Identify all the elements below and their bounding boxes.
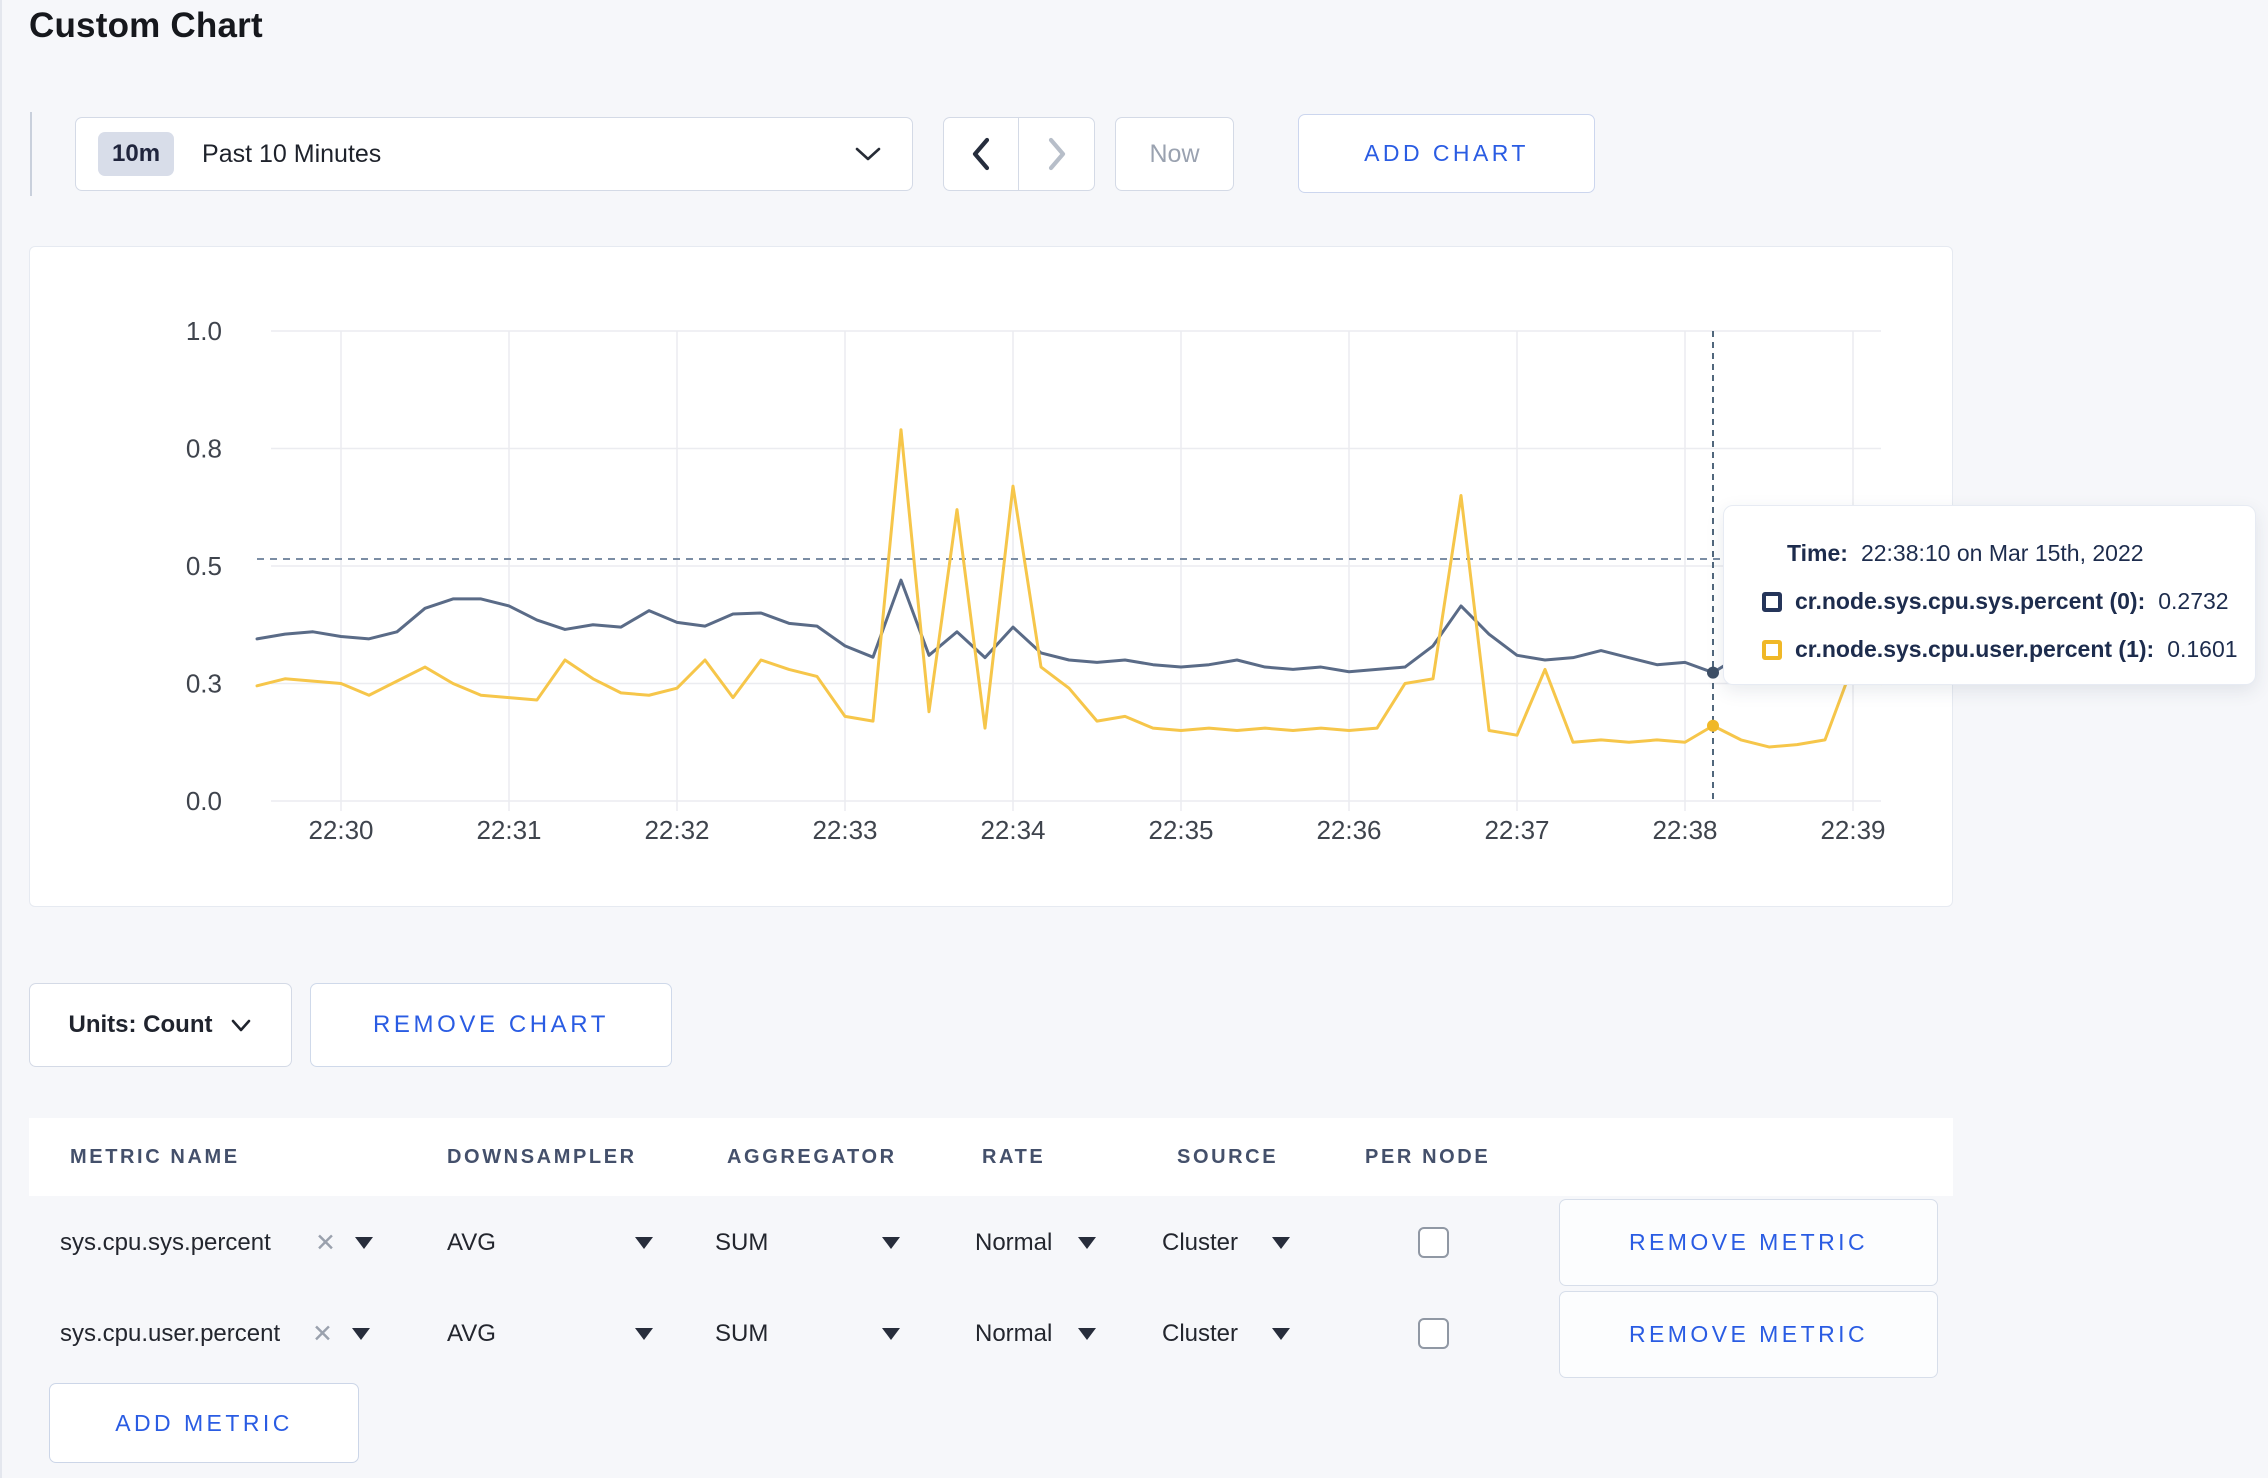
tooltip-series-label: cr.node.sys.cpu.user.percent (1): bbox=[1795, 636, 2155, 662]
header-rate: RATE bbox=[982, 1145, 1046, 1168]
remove-chart-button[interactable]: REMOVE CHART bbox=[310, 983, 672, 1067]
chevron-down-icon bbox=[230, 1018, 252, 1033]
svg-text:22:33: 22:33 bbox=[812, 815, 877, 845]
svg-text:0.0: 0.0 bbox=[186, 786, 222, 816]
svg-text:22:37: 22:37 bbox=[1484, 815, 1549, 845]
metrics-chart[interactable]: 1.0 0.8 0.5 0.3 0.0 22:30 22:31 22:32 22:33 22:34… bbox=[30, 247, 1952, 906]
chevron-left-icon bbox=[972, 137, 990, 171]
svg-text:22:36: 22:36 bbox=[1316, 815, 1381, 845]
page-title: Custom Chart bbox=[29, 6, 263, 45]
svg-text:0.3: 0.3 bbox=[186, 669, 222, 699]
tooltip-series-value: 0.1601 bbox=[2167, 636, 2238, 662]
tooltip-series-row: cr.node.sys.cpu.sys.percent (0): 0.2732 bbox=[1762, 588, 2255, 615]
downsampler-value[interactable]: AVG bbox=[447, 1320, 496, 1347]
toolbar-divider bbox=[30, 112, 32, 196]
source-value[interactable]: Cluster bbox=[1162, 1320, 1239, 1347]
svg-text:22:39: 22:39 bbox=[1820, 815, 1885, 845]
rate-caret-icon[interactable] bbox=[1078, 1328, 1096, 1340]
chart-tooltip: Time: 22:38:10 on Mar 15th, 2022 cr.node… bbox=[1723, 505, 2256, 685]
time-range-badge: 10m bbox=[98, 132, 175, 176]
rate-value[interactable]: Normal bbox=[975, 1320, 1053, 1347]
chevron-down-icon bbox=[854, 145, 882, 163]
source-value[interactable]: Cluster bbox=[1162, 1229, 1239, 1256]
clear-metric-icon[interactable]: ✕ bbox=[312, 1320, 333, 1348]
svg-text:22:35: 22:35 bbox=[1148, 815, 1213, 845]
per-node-checkbox[interactable] bbox=[1418, 1318, 1449, 1349]
rate-value[interactable]: Normal bbox=[975, 1229, 1053, 1256]
units-label: Units: Count bbox=[68, 1011, 213, 1038]
svg-text:22:38: 22:38 bbox=[1652, 815, 1717, 845]
page-left-border bbox=[0, 0, 2, 1478]
aggregator-value[interactable]: SUM bbox=[715, 1229, 769, 1256]
chevron-right-icon bbox=[1048, 137, 1065, 171]
aggregator-caret-icon[interactable] bbox=[882, 1237, 900, 1249]
header-source: SOURCE bbox=[1177, 1145, 1279, 1168]
svg-text:22:31: 22:31 bbox=[476, 815, 541, 845]
metrics-table-header: METRIC NAME DOWNSAMPLER AGGREGATOR RATE … bbox=[29, 1118, 1953, 1196]
downsampler-caret-icon[interactable] bbox=[635, 1328, 653, 1340]
source-caret-icon[interactable] bbox=[1272, 1328, 1290, 1340]
next-interval-button[interactable] bbox=[1019, 118, 1094, 190]
time-range-select[interactable]: 10m Past 10 Minutes bbox=[75, 117, 913, 191]
remove-metric-button[interactable]: REMOVE METRIC bbox=[1559, 1291, 1938, 1378]
now-button[interactable]: Now bbox=[1115, 117, 1234, 191]
time-step-buttons bbox=[943, 117, 1095, 191]
header-aggregator: AGGREGATOR bbox=[727, 1145, 897, 1168]
metric-dropdown-caret-icon[interactable] bbox=[352, 1328, 370, 1340]
chart-card: 1.0 0.8 0.5 0.3 0.0 22:30 22:31 22:32 22:33 22:34… bbox=[29, 246, 1953, 907]
svg-text:0.8: 0.8 bbox=[186, 434, 222, 464]
rate-caret-icon[interactable] bbox=[1078, 1237, 1096, 1249]
tooltip-series-label: cr.node.sys.cpu.sys.percent (0): bbox=[1795, 588, 2146, 614]
header-metric-name: METRIC NAME bbox=[70, 1145, 240, 1168]
svg-text:22:34: 22:34 bbox=[980, 815, 1045, 845]
tooltip-time-label: Time: bbox=[1787, 540, 1848, 566]
tooltip-series-row: cr.node.sys.cpu.user.percent (1): 0.1601 bbox=[1762, 636, 2255, 663]
previous-interval-button[interactable] bbox=[944, 118, 1019, 190]
per-node-checkbox[interactable] bbox=[1418, 1227, 1449, 1258]
svg-text:22:32: 22:32 bbox=[644, 815, 709, 845]
time-range-label: Past 10 Minutes bbox=[202, 139, 382, 168]
metric-dropdown-caret-icon[interactable] bbox=[355, 1237, 373, 1249]
header-downsampler: DOWNSAMPLER bbox=[447, 1145, 637, 1168]
aggregator-value[interactable]: SUM bbox=[715, 1320, 769, 1347]
tooltip-series-value: 0.2732 bbox=[2158, 588, 2229, 614]
series-swatch-icon bbox=[1762, 639, 1782, 660]
tooltip-time-value: 22:38:10 on Mar 15th, 2022 bbox=[1860, 540, 2144, 566]
clear-metric-icon[interactable]: ✕ bbox=[315, 1229, 336, 1257]
tooltip-time-row: Time: 22:38:10 on Mar 15th, 2022 bbox=[1787, 540, 2255, 567]
svg-text:0.5: 0.5 bbox=[186, 551, 222, 581]
downsampler-caret-icon[interactable] bbox=[635, 1237, 653, 1249]
metric-name-value: sys.cpu.user.percent bbox=[60, 1320, 281, 1347]
add-chart-button[interactable]: ADD CHART bbox=[1298, 114, 1595, 193]
svg-text:1.0: 1.0 bbox=[186, 316, 222, 346]
units-select[interactable]: Units: Count bbox=[29, 983, 292, 1067]
svg-text:22:30: 22:30 bbox=[308, 815, 373, 845]
series-swatch-icon bbox=[1762, 591, 1782, 612]
header-per-node: PER NODE bbox=[1365, 1145, 1491, 1168]
source-caret-icon[interactable] bbox=[1272, 1237, 1290, 1249]
downsampler-value[interactable]: AVG bbox=[447, 1229, 496, 1256]
remove-metric-button[interactable]: REMOVE METRIC bbox=[1559, 1199, 1938, 1286]
metric-name-value: sys.cpu.sys.percent bbox=[60, 1229, 271, 1256]
aggregator-caret-icon[interactable] bbox=[882, 1328, 900, 1340]
add-metric-button[interactable]: ADD METRIC bbox=[49, 1383, 359, 1463]
